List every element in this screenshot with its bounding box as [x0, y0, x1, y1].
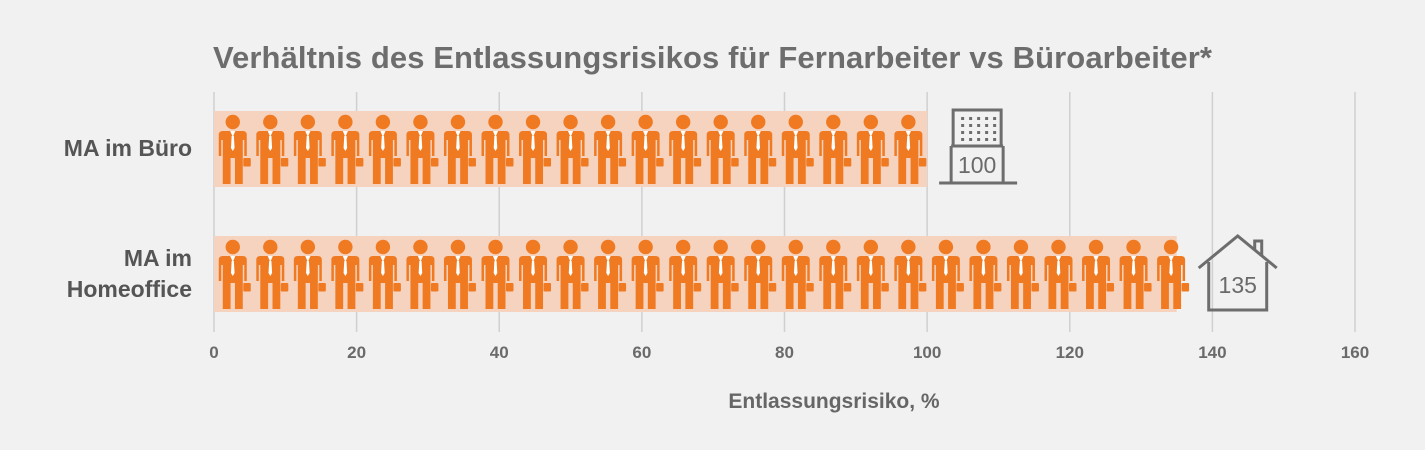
office-building-icon: [939, 108, 1018, 185]
house-icon: [1197, 234, 1278, 312]
value-label: 100: [957, 152, 997, 178]
x-tick-label: 60: [632, 343, 652, 362]
x-tick-label: 80: [775, 343, 794, 362]
x-tick-label: 40: [489, 343, 509, 362]
x-axis-label: Entlassungsrisiko, %: [728, 390, 940, 413]
x-tick-label: 160: [1340, 343, 1370, 362]
chart-title: Verhältnis des Entlassungsrisikos für Fe…: [212, 40, 1213, 75]
value-label: 135: [1218, 272, 1257, 298]
x-tick-label: 140: [1198, 343, 1227, 362]
x-tick-label: 0: [209, 343, 219, 362]
category-label: MA im Homeoffice: [66, 244, 192, 302]
category-label: MA im Büro: [63, 135, 192, 162]
x-tick-label: 20: [347, 343, 367, 362]
x-tick-label: 100: [912, 343, 942, 362]
x-tick-label: 120: [1055, 343, 1084, 362]
